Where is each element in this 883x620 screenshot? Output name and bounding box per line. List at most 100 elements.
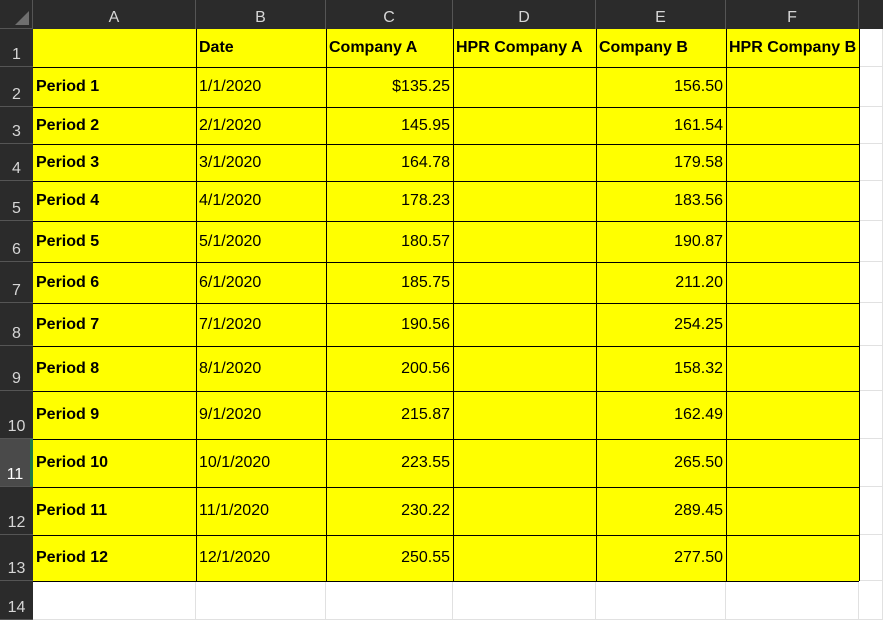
cell-e12[interactable]: 289.45	[596, 487, 726, 535]
cell-c9[interactable]: 200.56	[326, 346, 453, 391]
cell-a13[interactable]: Period 12	[33, 535, 196, 581]
cell-f5[interactable]	[726, 181, 859, 221]
cell-f6[interactable]	[726, 221, 859, 262]
cell-b13[interactable]: 12/1/2020	[196, 535, 326, 581]
cell-c4[interactable]: 164.78	[326, 144, 453, 181]
cell-e10[interactable]: 162.49	[596, 391, 726, 439]
cell-e1[interactable]: Company B	[596, 29, 726, 67]
cell-a12[interactable]: Period 11	[33, 487, 196, 535]
column-header-f[interactable]: F	[726, 0, 859, 29]
cell-a7[interactable]: Period 6	[33, 262, 196, 303]
cell-f13[interactable]	[726, 535, 859, 581]
cell-d1[interactable]: HPR Company A	[453, 29, 596, 67]
column-header-e[interactable]: E	[596, 0, 726, 29]
row-header-10[interactable]: 10	[0, 391, 33, 439]
cell-b5[interactable]: 4/1/2020	[196, 181, 326, 221]
row-header-13[interactable]: 13	[0, 535, 33, 581]
cell-a2[interactable]: Period 1	[33, 67, 196, 107]
cell-a11[interactable]: Period 10	[33, 439, 196, 487]
cell-g9[interactable]	[859, 346, 883, 391]
cell-d14[interactable]	[453, 581, 596, 620]
cell-g14[interactable]	[859, 581, 883, 620]
column-header-c[interactable]: C	[326, 0, 453, 29]
column-header-g[interactable]	[859, 0, 883, 29]
cell-c2[interactable]: $135.25	[326, 67, 453, 107]
cell-g2[interactable]	[859, 67, 883, 107]
row-header-9[interactable]: 9	[0, 346, 33, 391]
cell-f7[interactable]	[726, 262, 859, 303]
column-header-d[interactable]: D	[453, 0, 596, 29]
cell-g3[interactable]	[859, 107, 883, 144]
cell-b3[interactable]: 2/1/2020	[196, 107, 326, 144]
cell-e9[interactable]: 158.32	[596, 346, 726, 391]
cell-c6[interactable]: 180.57	[326, 221, 453, 262]
cell-a4[interactable]: Period 3	[33, 144, 196, 181]
cell-b12[interactable]: 11/1/2020	[196, 487, 326, 535]
cell-e14[interactable]	[596, 581, 726, 620]
cell-c7[interactable]: 185.75	[326, 262, 453, 303]
cell-b7[interactable]: 6/1/2020	[196, 262, 326, 303]
cell-f11[interactable]	[726, 439, 859, 487]
column-header-b[interactable]: B	[196, 0, 326, 29]
cell-c10[interactable]: 215.87	[326, 391, 453, 439]
row-header-7[interactable]: 7	[0, 262, 33, 303]
cell-b2[interactable]: 1/1/2020	[196, 67, 326, 107]
cell-b1[interactable]: Date	[196, 29, 326, 67]
cell-g4[interactable]	[859, 144, 883, 181]
cell-g11[interactable]	[859, 439, 883, 487]
cell-b11[interactable]: 10/1/2020	[196, 439, 326, 487]
cell-g5[interactable]	[859, 181, 883, 221]
cell-f14[interactable]	[726, 581, 859, 620]
cell-a5[interactable]: Period 4	[33, 181, 196, 221]
cell-f1[interactable]: HPR Company B	[726, 29, 859, 67]
cell-e6[interactable]: 190.87	[596, 221, 726, 262]
cell-d3[interactable]	[453, 107, 596, 144]
cell-a9[interactable]: Period 8	[33, 346, 196, 391]
row-header-4[interactable]: 4	[0, 144, 33, 181]
row-header-6[interactable]: 6	[0, 221, 33, 262]
cell-b6[interactable]: 5/1/2020	[196, 221, 326, 262]
cell-d6[interactable]	[453, 221, 596, 262]
cell-e13[interactable]: 277.50	[596, 535, 726, 581]
cell-e11[interactable]: 265.50	[596, 439, 726, 487]
row-header-5[interactable]: 5	[0, 181, 33, 221]
cell-d12[interactable]	[453, 487, 596, 535]
cell-f10[interactable]	[726, 391, 859, 439]
cell-b14[interactable]	[196, 581, 326, 620]
column-header-a[interactable]: A	[33, 0, 196, 29]
cell-b9[interactable]: 8/1/2020	[196, 346, 326, 391]
cell-d4[interactable]	[453, 144, 596, 181]
cell-a1[interactable]	[33, 29, 196, 67]
cell-b4[interactable]: 3/1/2020	[196, 144, 326, 181]
cell-d10[interactable]	[453, 391, 596, 439]
cell-g12[interactable]	[859, 487, 883, 535]
row-header-3[interactable]: 3	[0, 107, 33, 144]
cell-c8[interactable]: 190.56	[326, 303, 453, 346]
cell-f12[interactable]	[726, 487, 859, 535]
row-header-1[interactable]: 1	[0, 29, 33, 67]
cell-b10[interactable]: 9/1/2020	[196, 391, 326, 439]
cell-a6[interactable]: Period 5	[33, 221, 196, 262]
cell-d2[interactable]	[453, 67, 596, 107]
cell-e4[interactable]: 179.58	[596, 144, 726, 181]
cell-a14[interactable]	[33, 581, 196, 620]
cell-f2[interactable]	[726, 67, 859, 107]
cell-g6[interactable]	[859, 221, 883, 262]
cell-g8[interactable]	[859, 303, 883, 346]
cell-c5[interactable]: 178.23	[326, 181, 453, 221]
cell-e2[interactable]: 156.50	[596, 67, 726, 107]
cell-d8[interactable]	[453, 303, 596, 346]
cell-c11[interactable]: 223.55	[326, 439, 453, 487]
cell-g7[interactable]	[859, 262, 883, 303]
row-header-14[interactable]: 14	[0, 581, 33, 620]
cell-f4[interactable]	[726, 144, 859, 181]
cell-c13[interactable]: 250.55	[326, 535, 453, 581]
cell-g1[interactable]	[859, 29, 883, 67]
cell-d9[interactable]	[453, 346, 596, 391]
row-header-2[interactable]: 2	[0, 67, 33, 107]
cell-c12[interactable]: 230.22	[326, 487, 453, 535]
cell-e8[interactable]: 254.25	[596, 303, 726, 346]
cell-f3[interactable]	[726, 107, 859, 144]
cell-c3[interactable]: 145.95	[326, 107, 453, 144]
cell-d11[interactable]	[453, 439, 596, 487]
